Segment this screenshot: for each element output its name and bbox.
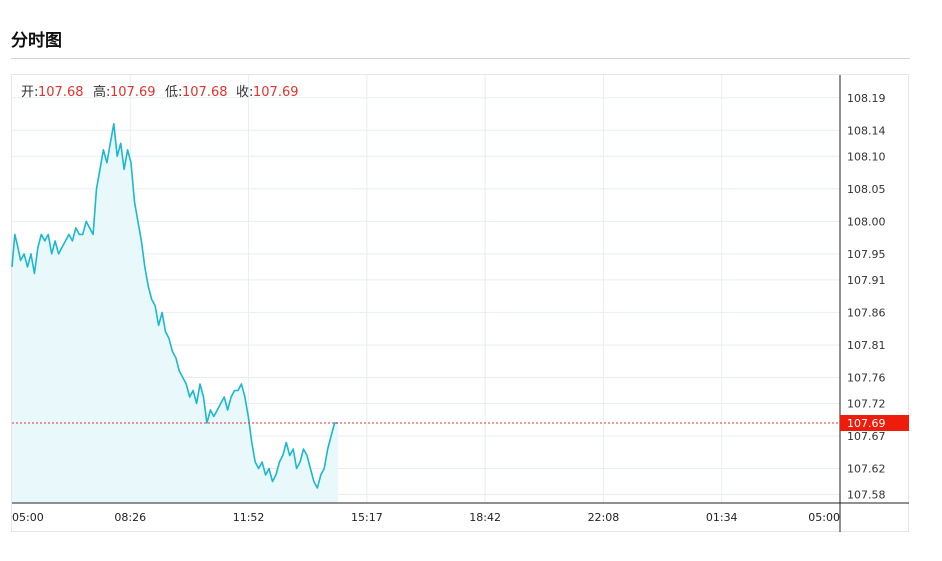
x-tick-label: 08:26 [114, 511, 146, 524]
y-tick-label: 107.58 [847, 489, 886, 502]
page-title: 分时图 [11, 31, 62, 51]
high-value: 107.69 [110, 85, 156, 100]
last-price-label: 107.69 [847, 417, 886, 430]
chart-frame [11, 74, 909, 532]
y-axis-ticks: 108.19 108.14 108.10 108.05 108.00 107.95 107.… [847, 92, 886, 502]
x-axis-ticks: 05:00 08:26 11:52 15:17 18:42 22:08 01:34 05:00 [12, 511, 840, 524]
y-tick-label: 107.81 [847, 339, 886, 352]
open-label: 开: [21, 85, 38, 100]
close-label: 收: [236, 85, 253, 100]
last-price-badge [840, 414, 909, 431]
y-tick-label: 108.00 [847, 215, 886, 228]
y-tick-label: 107.91 [847, 274, 886, 287]
price-line [11, 123, 338, 489]
title-divider [11, 58, 910, 59]
x-tick-label: 15:17 [351, 511, 383, 524]
y-tick-label: 108.05 [847, 183, 886, 196]
y-tick-label: 107.72 [847, 397, 886, 410]
x-tick-label: 11:52 [233, 511, 265, 524]
ohlc-readout: 开: 107.68 高: 107.69 低: 107.68 收: 107.69 [21, 84, 299, 100]
y-tick-label: 108.10 [847, 150, 886, 163]
x-tick-label: 05:00 [12, 511, 44, 524]
x-tick-label: 05:00 [808, 511, 840, 524]
y-tick-label: 108.14 [847, 124, 886, 137]
y-tick-label: 107.86 [847, 306, 886, 319]
low-label: 低: [165, 85, 182, 100]
x-tick-label: 18:42 [469, 511, 501, 524]
low-value: 107.68 [182, 85, 228, 100]
x-tick-label: 01:34 [706, 511, 738, 524]
y-tick-label: 107.76 [847, 371, 886, 384]
high-label: 高: [93, 84, 110, 100]
close-value: 107.69 [253, 85, 299, 100]
price-area-fill [12, 123, 338, 504]
y-tick-label: 107.67 [847, 430, 886, 443]
y-tick-label: 108.19 [847, 92, 886, 105]
y-tick-label: 107.95 [847, 248, 886, 261]
x-tick-label: 22:08 [588, 511, 620, 524]
y-tick-label: 107.62 [847, 463, 886, 476]
open-value: 107.68 [38, 85, 84, 100]
